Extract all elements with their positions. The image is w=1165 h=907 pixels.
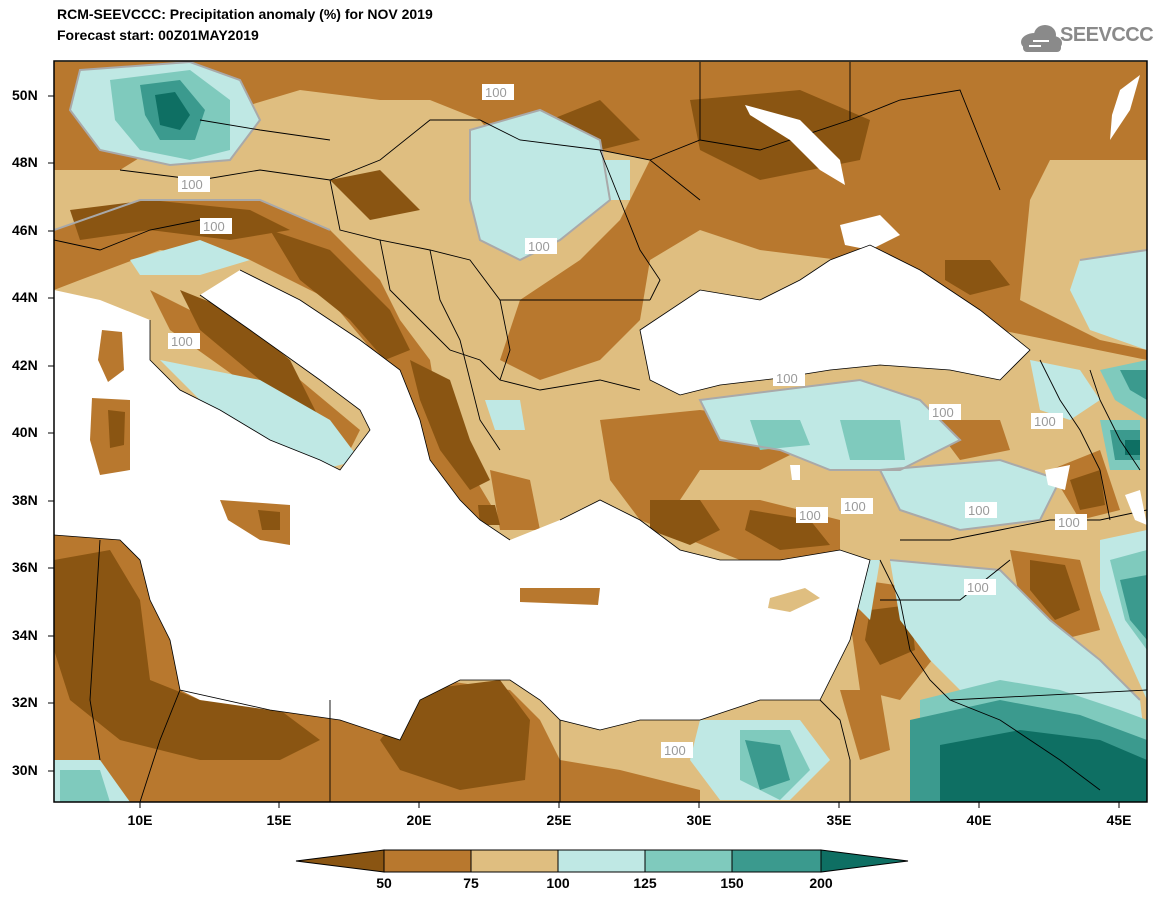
lat-label: 32N (12, 694, 38, 710)
lat-label: 42N (12, 357, 38, 373)
black-sea (640, 245, 1030, 395)
lat-label: 30N (12, 762, 38, 778)
contour-100-lines (54, 61, 1147, 701)
colorbar-tick-label: 150 (720, 875, 744, 891)
sicily (220, 500, 290, 545)
lon-label: 15E (266, 812, 292, 828)
lon-label: 25E (546, 812, 572, 828)
contour-label: 100 (968, 503, 990, 518)
contour-label: 100 (967, 580, 989, 595)
lat-label: 36N (12, 559, 38, 575)
contour-label: 100 (203, 219, 225, 234)
mediterranean (54, 270, 870, 740)
coastlines (54, 244, 1031, 741)
colorbar-segment (557, 849, 646, 873)
sea-areas (54, 215, 1030, 740)
contour-label: 100 (932, 405, 954, 420)
contour-label: 100 (664, 743, 686, 758)
corsica (98, 330, 124, 382)
wet-very-dark-areas (155, 92, 1147, 802)
sea-of-azov (840, 215, 900, 250)
contour-label: 100 (528, 239, 550, 254)
crete (520, 588, 600, 605)
contour-label: 100 (485, 85, 507, 100)
contour-label: 100 (1058, 515, 1080, 530)
colorbar-under-arrow (295, 849, 385, 873)
map-title: RCM-SEEVCCC: Precipitation anomaly (%) f… (57, 6, 433, 22)
colorbar-segment (383, 849, 472, 873)
country-borders (54, 62, 1147, 802)
lon-label: 35E (826, 812, 852, 828)
colorbar-tick-label: 200 (809, 875, 833, 891)
colorbar-tick-label: 50 (376, 875, 392, 891)
contour-label: 100 (799, 508, 821, 523)
forecast-start-text: Forecast start: 00Z01MAY2019 (57, 27, 259, 43)
colorbar-tick-label: 75 (463, 875, 479, 891)
cyprus (768, 588, 820, 612)
lat-label: 44N (12, 289, 38, 305)
colorbar-segment (731, 849, 822, 873)
colorbar-over-arrow (820, 849, 909, 873)
lat-label: 48N (12, 154, 38, 170)
lat-label: 50N (12, 87, 38, 103)
lon-label: 20E (406, 812, 432, 828)
lat-label: 34N (12, 627, 38, 643)
colorbar-tick-label: 100 (546, 875, 570, 891)
contour-label: 100 (776, 371, 798, 386)
lon-label: 45E (1106, 812, 1132, 828)
cloud-icon (1021, 25, 1062, 52)
lat-label: 38N (12, 492, 38, 508)
colorbar (295, 849, 909, 873)
axis-ticks (48, 95, 1120, 808)
contour-label: 100 (844, 499, 866, 514)
contour-label: 100 (1034, 414, 1056, 429)
lon-label: 40E (966, 812, 992, 828)
lat-label: 46N (12, 222, 38, 238)
map-frame (53, 60, 1148, 803)
colorbar-tick-label: 125 (633, 875, 657, 891)
lat-label: 40N (12, 424, 38, 440)
lon-label: 30E (686, 812, 712, 828)
contour-label: 100 (181, 177, 203, 192)
contour-labels: 100 100 100 100 100 100 100 100 100 100 … (168, 84, 1087, 758)
no-data-areas (745, 75, 1147, 525)
colorbar-segment (644, 849, 733, 873)
contour-label: 100 (171, 334, 193, 349)
islands (90, 330, 820, 612)
colorbar-segment (470, 849, 559, 873)
lon-label: 10E (127, 812, 153, 828)
logo-text: SEEVCCC (1060, 24, 1154, 46)
